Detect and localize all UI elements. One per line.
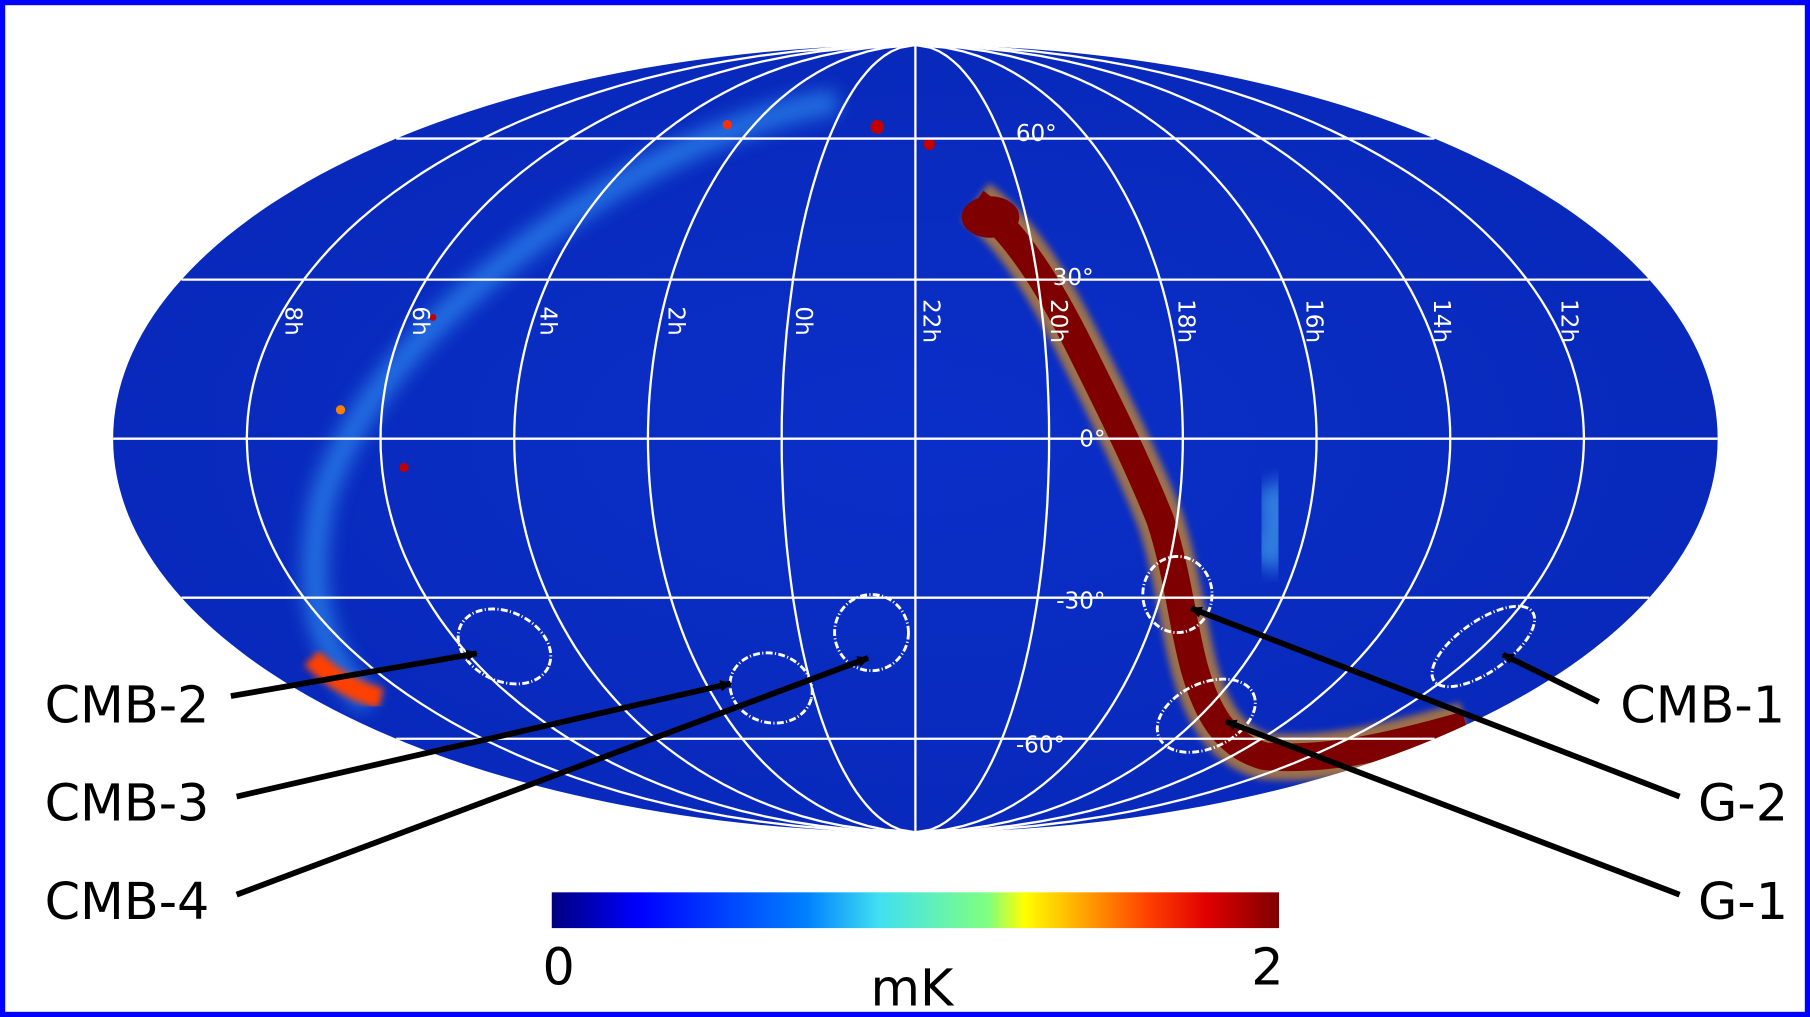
region-label: CMB-3 bbox=[45, 774, 210, 833]
ra-label: 12h bbox=[1555, 299, 1581, 343]
page: 8h 6h 4h 2h 0h 22h 20h 18h 16h 14h 12h 60° 30° 0° -30°… bbox=[0, 0, 1810, 1017]
dec-label: 60° bbox=[1016, 121, 1057, 147]
region-label: G-1 bbox=[1698, 872, 1788, 931]
ra-label: 18h bbox=[1173, 299, 1199, 343]
ra-label: 0h bbox=[790, 306, 816, 335]
region-label: CMB-2 bbox=[45, 676, 210, 735]
dec-label: -60° bbox=[1016, 733, 1065, 759]
colorbar-max: 2 bbox=[1251, 938, 1283, 997]
dec-label: 0° bbox=[1079, 427, 1105, 453]
colorbar bbox=[552, 892, 1279, 928]
region-label: CMB-1 bbox=[1620, 676, 1785, 735]
ra-label: 14h bbox=[1428, 299, 1454, 343]
sky-map-figure: 8h 6h 4h 2h 0h 22h 20h 18h 16h 14h 12h 60° 30° 0° -30°… bbox=[0, 0, 1810, 1017]
region-label: G-2 bbox=[1698, 774, 1788, 833]
colorbar-unit: mK bbox=[871, 958, 955, 1017]
dec-label: -30° bbox=[1056, 588, 1105, 614]
region-label: CMB-4 bbox=[45, 872, 210, 931]
ra-label: 16h bbox=[1300, 299, 1326, 343]
ra-label: 6h bbox=[407, 306, 433, 335]
ra-label: 4h bbox=[535, 306, 561, 335]
ra-label: 22h bbox=[917, 299, 943, 343]
ra-label: 8h bbox=[279, 306, 305, 335]
colorbar-min: 0 bbox=[543, 938, 575, 997]
ra-label: 20h bbox=[1045, 299, 1071, 343]
ra-label: 2h bbox=[662, 306, 688, 335]
dec-label: 30° bbox=[1053, 265, 1094, 291]
